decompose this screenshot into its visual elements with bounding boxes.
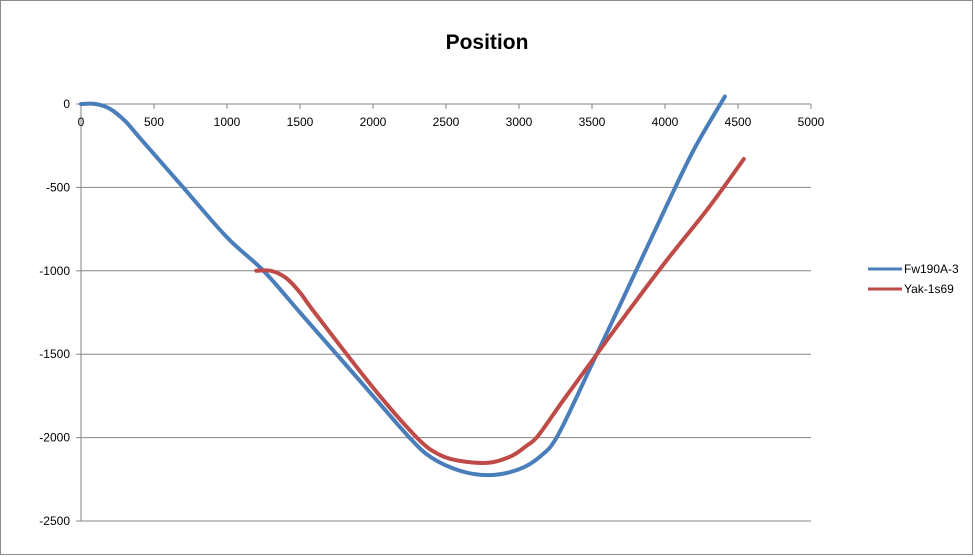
y-tick-label: -1500 xyxy=(39,347,70,361)
x-tick-label: 4500 xyxy=(725,115,752,129)
grid-lines xyxy=(81,186,811,522)
x-tick-label: 2000 xyxy=(360,115,387,129)
x-tick-label: 4000 xyxy=(652,115,679,129)
x-tick-label: 2500 xyxy=(433,115,460,129)
x-tick-label: 1000 xyxy=(214,115,241,129)
series-lines xyxy=(79,94,746,478)
y-tick-label: -1000 xyxy=(39,264,70,278)
y-tick-label: -2500 xyxy=(39,514,70,528)
x-tick-label: 3000 xyxy=(506,115,533,129)
x-tick-label: 1500 xyxy=(287,115,314,129)
y-tick-label: -2000 xyxy=(39,431,70,445)
legend: Fw190A-3 Yak-1s69 xyxy=(868,262,959,296)
x-axis: 0 500 1000 1500 2000 2500 3000 3500 4000 4500 5000 xyxy=(76,103,825,522)
y-tick-label: 0 xyxy=(63,97,70,111)
y-tick-label: -500 xyxy=(46,180,70,194)
legend-label: Yak-1s69 xyxy=(904,282,954,296)
x-tick-label: 0 xyxy=(78,115,85,129)
chart-title: Position xyxy=(446,31,529,54)
x-tick-label: 3500 xyxy=(579,115,606,129)
series-line-fw190a-3 xyxy=(79,94,727,478)
series-line-yak-1s69 xyxy=(254,157,746,465)
x-tick-label: 5000 xyxy=(798,115,825,129)
x-tick-label: 500 xyxy=(144,115,164,129)
y-axis-ticks: 0 -500 -1000 -1500 -2000 -2500 xyxy=(39,97,70,528)
legend-label: Fw190A-3 xyxy=(904,262,959,276)
